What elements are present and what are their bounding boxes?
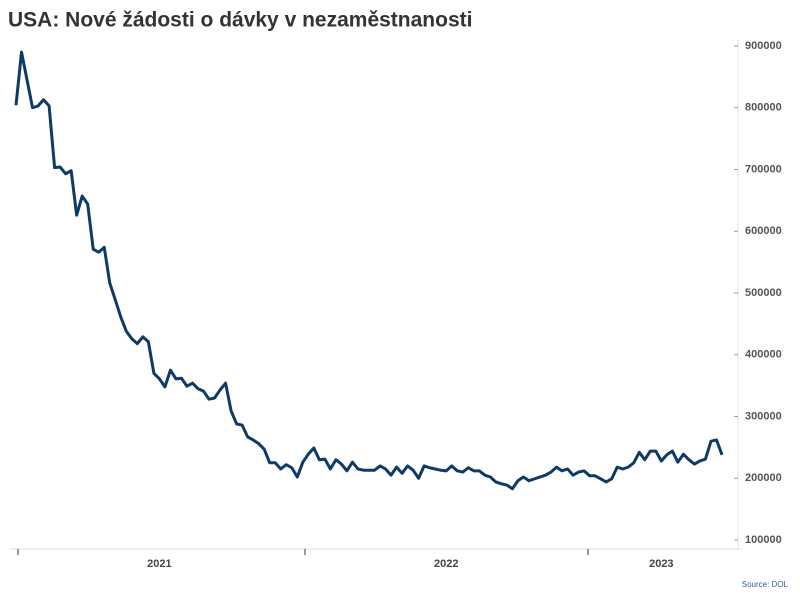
y-tick-label: 600000 — [745, 225, 782, 237]
y-tick-label: 500000 — [745, 287, 782, 299]
x-tick-label: 2021 — [147, 558, 171, 570]
y-tick-label: 800000 — [745, 102, 782, 114]
y-tick-label: 200000 — [745, 472, 782, 484]
chart-title: USA: Nové žádosti o dávky v nezaměstnano… — [8, 9, 472, 32]
y-tick-label: 100000 — [745, 534, 782, 546]
y-tick-label: 900000 — [745, 40, 782, 52]
source: Source: DOL — [742, 580, 789, 589]
x-tick-label: 2022 — [434, 558, 458, 570]
x-tick-label: 2023 — [649, 558, 673, 570]
y-tick-label: 400000 — [745, 349, 782, 361]
y-tick-label: 700000 — [745, 163, 782, 175]
y-tick-label: 300000 — [745, 410, 782, 422]
line-series — [14, 50, 724, 491]
